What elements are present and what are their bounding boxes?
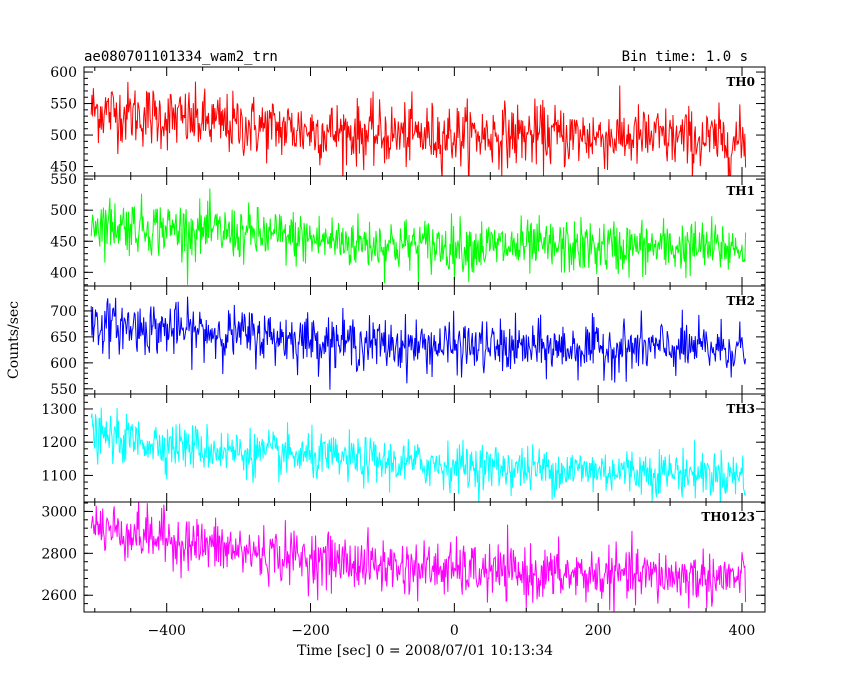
y-tick-label: 3000 [41,504,77,520]
x-tick-label: 400 [729,623,756,639]
y-tick-label: 600 [50,356,77,372]
y-tick-label: 550 [50,382,77,398]
panel-th0: 450 500 550 600 TH0 [50,65,766,177]
y-tick-label: 1300 [41,402,77,418]
x-axis: −400 −200 0 200 400 [147,623,755,639]
y-tick-label: 550 [50,172,77,188]
x-tick-label: −200 [291,623,329,639]
series-line-th1 [90,188,747,285]
panel-label-th0123: TH0123 [701,510,755,524]
chart-title: ae080701101334_wam2_trn [84,49,278,65]
panel-th1: 400 450 500 550 TH1 [50,172,766,287]
y-tick-label: 1200 [41,435,77,451]
panel-label-th0: TH0 [726,75,755,89]
panel-th3: 1100 1200 1300 TH3 [41,393,766,503]
y-tick-label: 450 [50,234,77,250]
y-tick-label: 700 [50,304,77,320]
panel-th0123: 2600 2800 3000 TH0123 [41,501,766,613]
y-tick-label: 1100 [41,468,77,484]
series-line-th2 [90,296,747,390]
bin-time-label: Bin time: 1.0 s [622,49,748,65]
panels-group: 450 500 550 600 TH0 400 450 500 550 TH1 550 600 650 7… [41,65,766,613]
x-axis-label: Time [sec] 0 = 2008/07/01 10:13:34 [297,643,553,659]
x-tick-label: 200 [585,623,612,639]
panel-label-th1: TH1 [726,184,755,198]
y-tick-label: 600 [50,65,77,81]
y-tick-label: 500 [50,203,77,219]
panel-th2: 550 600 650 700 TH2 [50,285,766,398]
series-line-th0 [90,81,747,176]
panel-label-th2: TH2 [726,294,755,308]
x-tick-label: 0 [450,623,459,639]
y-axis-label: Counts/sec [6,301,22,379]
series-line-th3 [90,407,747,502]
y-tick-label: 400 [50,265,77,281]
panel-label-th3: TH3 [726,402,755,416]
y-tick-label: 2800 [41,546,77,562]
panel-frame [83,501,766,613]
y-tick-label: 550 [50,97,77,113]
series-line-th0123 [90,502,747,612]
x-tick-label: −400 [147,623,185,639]
y-tick-label: 650 [50,330,77,346]
y-tick-label: 500 [50,128,77,144]
y-tick-label: 450 [50,160,77,176]
y-tick-label: 2600 [41,588,77,604]
